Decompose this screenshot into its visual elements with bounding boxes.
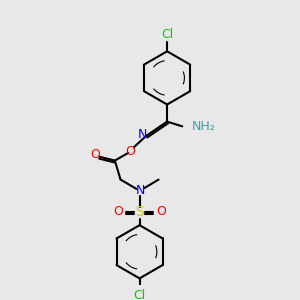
Text: N: N — [136, 184, 145, 196]
Text: S: S — [135, 205, 144, 219]
Text: Cl: Cl — [161, 28, 173, 41]
Text: O: O — [113, 206, 123, 218]
Text: N: N — [138, 128, 147, 141]
Text: O: O — [125, 145, 135, 158]
Text: O: O — [90, 148, 100, 161]
Text: Cl: Cl — [134, 289, 146, 300]
Text: NH₂: NH₂ — [192, 120, 216, 133]
Text: O: O — [157, 206, 166, 218]
